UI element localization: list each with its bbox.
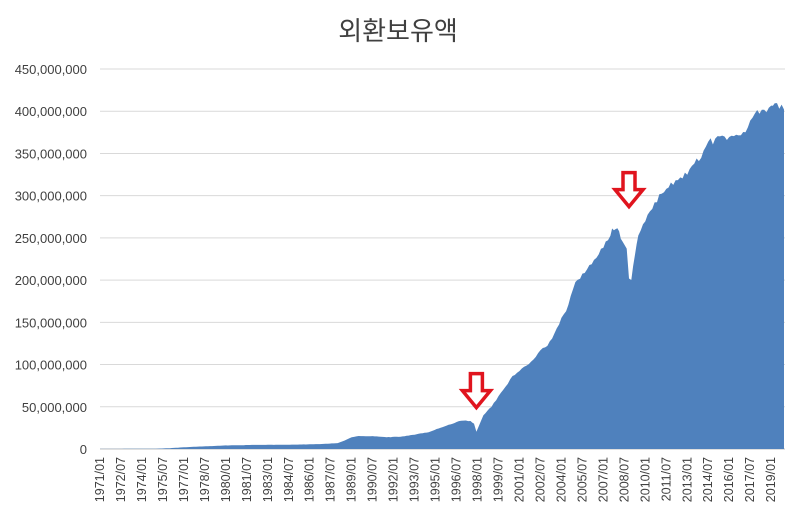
annotations [458,170,647,411]
x-tick-label: 2001/01 [512,457,526,502]
x-tick-label: 2016/01 [722,457,736,502]
x-tick-label: 2007/01 [596,457,610,502]
y-tick-label: 350,000,000 [15,146,87,161]
y-axis-ticks: 0 50,000,000 100,000,000 150,000,000 200,000… [15,62,87,457]
x-tick-label: 1987/07 [324,457,338,502]
x-tick-label: 1975/07 [156,457,170,502]
x-tick-label: 2013/01 [680,457,694,502]
y-tick-label: 400,000,000 [15,104,87,119]
x-tick-label: 1986/01 [303,457,317,502]
x-tick-label: 1995/01 [429,457,443,502]
y-tick-label: 200,000,000 [15,273,87,288]
x-tick-label: 1984/07 [282,457,296,502]
x-tick-label: 1977/01 [177,457,191,502]
down-arrow-marker [458,371,495,411]
x-tick-label: 2011/07 [659,457,673,501]
y-tick-label: 300,000,000 [15,189,87,204]
y-tick-label: 100,000,000 [15,358,87,373]
x-tick-label: 1990/07 [366,457,380,502]
x-tick-label: 1978/07 [198,457,212,502]
x-axis-ticks: 1971/01 1972/07 1974/01 1975/07 1977/01 1978/… [93,457,778,502]
x-tick-label: 2010/01 [638,457,652,502]
chart-title: 외환보유액 [338,17,458,47]
x-tick-label: 1983/01 [261,457,275,502]
x-tick-label: 1972/07 [114,457,128,502]
x-tick-label: 1981/07 [240,457,254,502]
x-tick-label: 1998/01 [471,457,485,502]
x-tick-label: 2017/07 [743,457,757,502]
x-tick-label: 1993/07 [408,457,422,502]
x-tick-label: 2008/07 [617,457,631,502]
x-tick-label: 1996/07 [450,457,464,502]
down-arrow-marker [611,170,647,210]
x-tick-label: 2005/07 [575,457,589,502]
x-tick-label: 1971/01 [93,457,107,502]
x-tick-label: 2019/01 [764,457,778,502]
series-area-fill [100,103,784,449]
y-tick-label: 450,000,000 [15,62,87,77]
y-tick-label: 250,000,000 [15,231,87,246]
y-tick-label: 150,000,000 [15,315,87,330]
x-tick-label: 1992/01 [387,457,401,502]
series-area [100,103,784,449]
x-tick-label: 1980/01 [219,457,233,502]
y-tick-label: 0 [80,442,87,457]
y-tick-label: 50,000,000 [22,400,87,415]
x-tick-label: 2002/07 [533,457,547,502]
x-tick-label: 1989/01 [345,457,359,502]
x-tick-label: 2004/01 [554,457,568,502]
x-tick-label: 2014/07 [701,457,715,502]
x-tick-label: 1974/01 [135,457,149,502]
x-tick-label: 1999/07 [491,457,505,502]
